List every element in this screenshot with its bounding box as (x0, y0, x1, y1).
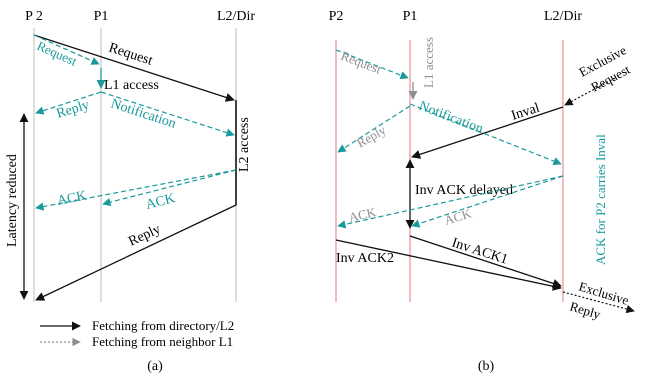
request-label-directory: Request (107, 41, 155, 69)
panel-b: P2 P1 L2/Dir Request L1 access Exclusive… (329, 9, 635, 374)
reply-label: Reply (354, 122, 389, 151)
header-p2: P 2 (25, 9, 43, 24)
reply-arrow-directory (35, 204, 237, 301)
request-arrow-neighbor (33, 34, 100, 65)
header-p1: P1 (94, 9, 109, 24)
header-dir: L2/Dir (217, 9, 255, 24)
notification-label: Notification (417, 99, 486, 137)
reply-arrow-neighbor (35, 91, 102, 115)
inv-ack2-arrow (335, 239, 562, 291)
caption-a: (a) (147, 359, 163, 374)
notification-label: Notification (109, 97, 178, 132)
ack-arrow-to-p2 (337, 175, 564, 229)
inv-ack-delayed-label: Inv ACK delayed (415, 183, 513, 198)
exclusive-request-arrow (564, 77, 616, 106)
notification-arrow (100, 91, 235, 137)
request-arrow (335, 49, 409, 80)
exclusive-reply-label-line2: Reply (568, 299, 603, 323)
legend-directory-label: Fetching from directory/L2 (92, 318, 234, 333)
latency-reduced-label: Latency reduced (5, 154, 20, 247)
header-p2: P2 (329, 9, 344, 24)
ack-arrow-to-p1 (411, 175, 564, 228)
inv-ack2-label: Inv ACK2 (336, 251, 394, 266)
inv-ack1-arrow (409, 235, 562, 288)
ack-arrow-to-p1 (102, 169, 237, 207)
request-arrow-directory (33, 34, 235, 102)
reply-label-neighbor: Reply (55, 98, 91, 122)
ack-arrow-to-p2 (35, 169, 237, 211)
ack-label-left: ACK (56, 189, 88, 209)
exclusive-reply-arrow (562, 291, 635, 314)
ack-label-right: ACK (442, 205, 473, 228)
header-p1: P1 (403, 9, 418, 24)
reply-label-directory: Reply (126, 222, 163, 250)
inval-arrow (411, 106, 564, 159)
caption-b: (b) (478, 359, 495, 374)
reply-arrow (337, 105, 411, 153)
request-label: Request (339, 48, 384, 77)
l1-access-label: L1 access (421, 37, 436, 88)
panel-a: P 2 P1 L2/Dir Request Request L1 access … (5, 9, 255, 374)
inv-ack1-label: Inv ACK1 (450, 236, 510, 268)
notification-arrow (409, 103, 562, 166)
header-dir: L2/Dir (544, 9, 582, 24)
ack-label-left: ACK (347, 204, 378, 225)
ack-label-right: ACK (144, 191, 176, 213)
l2-access-label: L2 access (237, 117, 252, 172)
ack-note-label: ACK for P2 carries Inval (593, 134, 608, 265)
l1-access-label: L1 access (104, 78, 159, 93)
legend-neighbor-label: Fetching from neighbor L1 (92, 334, 233, 349)
inval-label: Inval (510, 101, 542, 124)
